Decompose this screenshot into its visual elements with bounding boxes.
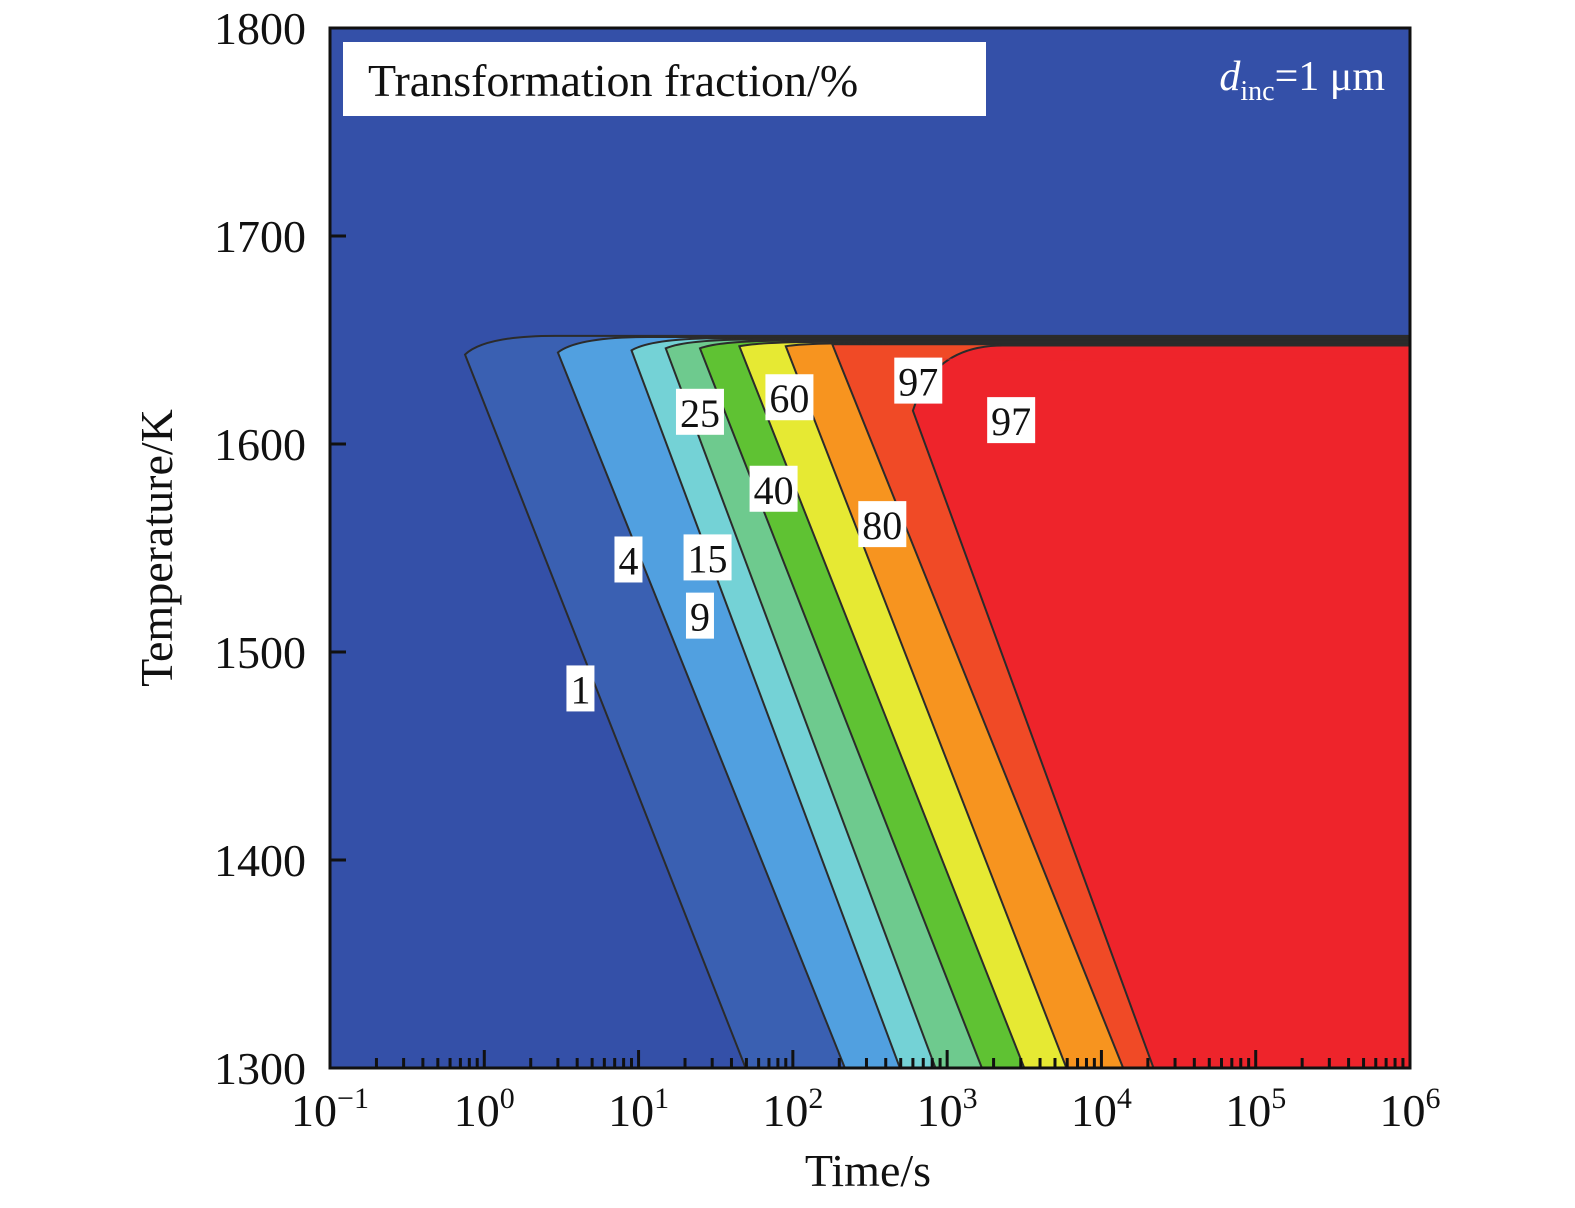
y-axis-title: Temperature/K	[131, 409, 182, 687]
x-tick-label: 103	[917, 1082, 978, 1136]
inclusion-size-annotation: dinc=1 μm	[1219, 54, 1385, 107]
y-tick-label: 1300	[214, 1043, 306, 1094]
plot-frame	[328, 26, 1412, 1070]
x-tick-label: 106	[1380, 1082, 1441, 1136]
y-tick-label: 1500	[214, 627, 306, 678]
contour-label: 97	[898, 360, 938, 405]
x-tick-label: 101	[608, 1082, 669, 1136]
contour-label: 9	[690, 595, 710, 640]
x-tick-label: 105	[1225, 1082, 1286, 1136]
contour-label: 40	[754, 468, 794, 513]
contour-label: 4	[618, 538, 638, 583]
x-tick-label: 104	[1071, 1082, 1132, 1136]
x-tick-label: 100	[454, 1082, 515, 1136]
contour-label: 80	[862, 503, 902, 548]
contour-label-bg	[749, 465, 798, 512]
contour-band-upper	[885, 358, 1410, 365]
contour-label-bg	[765, 374, 814, 421]
y-tick-label: 1600	[214, 419, 306, 470]
contour-label: 97	[991, 399, 1031, 444]
contour-label: 1	[570, 667, 590, 712]
legend-box: Transformation fraction/%	[343, 42, 986, 116]
y-tick-label: 1800	[214, 3, 306, 54]
y-tick-label: 1700	[214, 211, 306, 262]
contour-label: 15	[688, 536, 728, 581]
contour-label-bg	[675, 388, 724, 435]
chart-title: Transformation fraction/%	[368, 55, 858, 106]
contour-label-bg	[987, 397, 1036, 444]
x-axis-title: Time/s	[805, 1145, 931, 1196]
y-tick-label: 1400	[214, 835, 306, 886]
contour-label: 60	[769, 376, 809, 421]
contour-label-bg	[566, 665, 595, 712]
x-tick-label: 102	[762, 1082, 823, 1136]
x-tick-label: 10−1	[291, 1082, 369, 1136]
contour-label-bg	[685, 592, 714, 639]
contour-label-bg	[614, 536, 643, 583]
contour-label: 25	[680, 391, 720, 436]
contour-label-bg	[894, 357, 943, 404]
contour-label-bg	[683, 534, 732, 581]
contour-label-bg	[858, 501, 907, 548]
